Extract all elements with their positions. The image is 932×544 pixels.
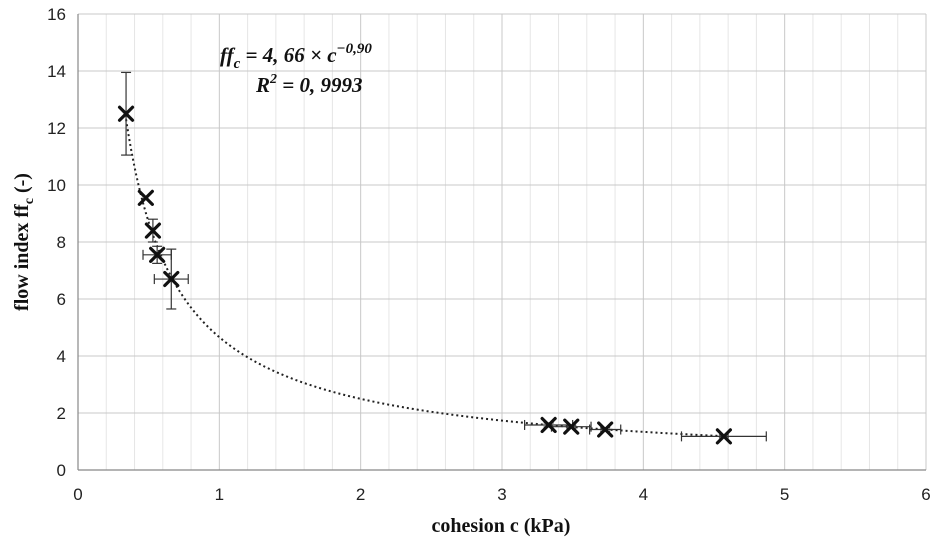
power-trendline — [125, 119, 724, 438]
equation-lhs-subscript: c — [234, 56, 241, 72]
marker-stroke — [149, 246, 166, 263]
data-point-marker — [137, 189, 154, 206]
y-axis-title-subscript: c — [22, 198, 37, 204]
equation-lhs: ff — [220, 43, 236, 67]
y-tick-label: 2 — [57, 404, 66, 423]
data-point-marker — [163, 270, 180, 288]
y-tick-label: 10 — [47, 176, 66, 195]
y-tick-label: 8 — [57, 233, 66, 252]
x-tick-label: 5 — [780, 485, 789, 504]
x-tick-label: 3 — [497, 485, 506, 504]
x-tick-label: 4 — [639, 485, 648, 504]
y-tick-label: 4 — [57, 347, 66, 366]
data-points — [117, 105, 732, 445]
y-tick-label: 14 — [47, 62, 66, 81]
marker-stroke — [144, 222, 162, 239]
r-squared-superscript: 2 — [269, 72, 277, 87]
y-tick-label: 6 — [57, 290, 66, 309]
x-tick-label: 2 — [356, 485, 365, 504]
data-point-marker — [149, 246, 166, 263]
r-squared-symbol: R — [255, 73, 270, 97]
data-point-marker — [597, 421, 614, 438]
marker-stroke — [163, 270, 180, 288]
y-axis-title-unit: (-) — [11, 173, 33, 198]
data-point-marker — [144, 222, 162, 239]
x-axis-ticks: 0 1 2 3 4 5 6 — [73, 485, 930, 504]
x-tick-label: 1 — [215, 485, 224, 504]
y-axis-title: flow index ffc (-) — [11, 173, 37, 311]
y-tick-label: 12 — [47, 119, 66, 138]
equation-rhs: = 4, 66 × c — [240, 43, 337, 67]
r-squared-value: = 0, 9993 — [277, 73, 362, 97]
marker-stroke — [117, 105, 135, 122]
equation-exponent: −0,90 — [337, 41, 373, 57]
marker-stroke — [597, 421, 614, 438]
data-point-marker — [715, 428, 732, 445]
x-tick-label: 0 — [73, 485, 82, 504]
marker-stroke — [540, 416, 557, 434]
x-axis-title: cohesion c (kPa) — [432, 515, 571, 537]
marker-stroke — [137, 189, 154, 206]
x-tick-label: 6 — [921, 485, 930, 504]
marker-stroke — [715, 428, 732, 445]
data-point-marker — [540, 416, 557, 434]
chart-axes — [77, 14, 926, 471]
y-tick-label: 16 — [47, 5, 66, 24]
y-axis-title-main: flow index ff — [11, 204, 33, 311]
data-point-marker — [117, 105, 135, 122]
chart-gridlines — [78, 13, 927, 470]
trendline-equation: ffc = 4, 66 × c−0,90 — [220, 41, 372, 72]
y-axis-ticks: 0 2 4 6 8 10 12 14 16 — [47, 5, 66, 480]
y-tick-label: 0 — [57, 461, 66, 480]
marker-stroke — [563, 418, 580, 435]
data-point-marker — [563, 418, 580, 435]
r-squared-label: R2 = 0, 9993 — [255, 72, 362, 97]
